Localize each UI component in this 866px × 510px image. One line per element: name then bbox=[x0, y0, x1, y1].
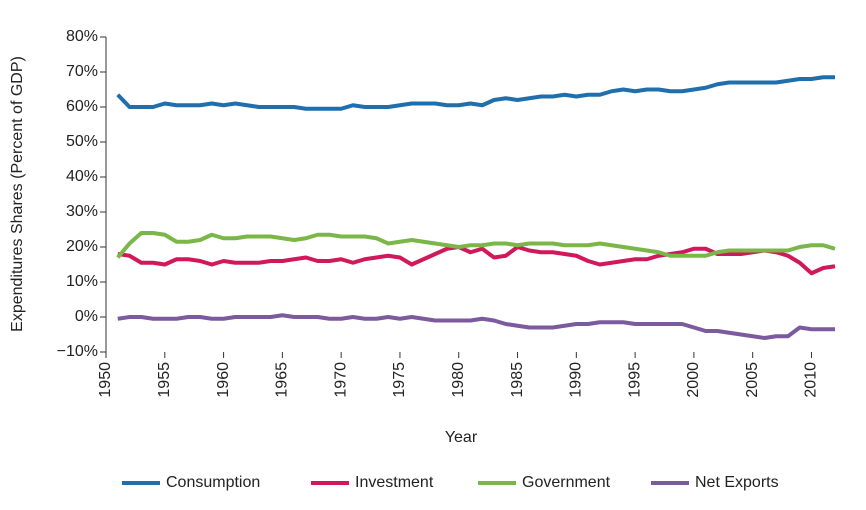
legend-label: Government bbox=[522, 474, 611, 491]
x-tick-label: 1975 bbox=[391, 362, 408, 398]
x-axis-label: Year bbox=[445, 429, 478, 446]
y-tick-label: 80% bbox=[66, 28, 98, 45]
y-tick-label: 30% bbox=[66, 203, 98, 220]
y-tick-label: 20% bbox=[66, 238, 98, 255]
x-tick-label: 1995 bbox=[626, 362, 643, 398]
series-line bbox=[116, 75, 835, 111]
legend-label: Consumption bbox=[166, 474, 260, 491]
x-tick-label: 1950 bbox=[97, 362, 114, 398]
x-tick-label: 2010 bbox=[803, 362, 820, 398]
y-tick-label: 60% bbox=[66, 98, 98, 115]
y-axis-label: Expenditures Shares (Percent of GDP) bbox=[9, 56, 26, 332]
y-tick-label: 0% bbox=[75, 308, 98, 325]
x-tick-label: 1955 bbox=[156, 362, 173, 398]
y-tick-label: 70% bbox=[66, 63, 98, 80]
y-tick-label: −10% bbox=[57, 343, 98, 360]
x-tick-label: 1970 bbox=[332, 362, 349, 398]
series-line bbox=[117, 313, 835, 340]
x-tick-label: 1960 bbox=[215, 362, 232, 398]
x-tick-label: 1965 bbox=[274, 362, 291, 398]
legend-label: Net Exports bbox=[695, 474, 779, 491]
legend-label: Investment bbox=[355, 474, 434, 491]
series-line bbox=[116, 231, 836, 259]
y-tick-label: 10% bbox=[66, 273, 98, 290]
x-tick-label: 2005 bbox=[744, 362, 761, 398]
y-tick-label: 40% bbox=[66, 168, 98, 185]
x-tick-label: 1985 bbox=[509, 362, 526, 398]
x-tick-label: 2000 bbox=[685, 362, 702, 398]
y-tick-label: 50% bbox=[66, 133, 98, 150]
x-tick-label: 1990 bbox=[568, 362, 585, 398]
x-tick-label: 1980 bbox=[450, 362, 467, 398]
